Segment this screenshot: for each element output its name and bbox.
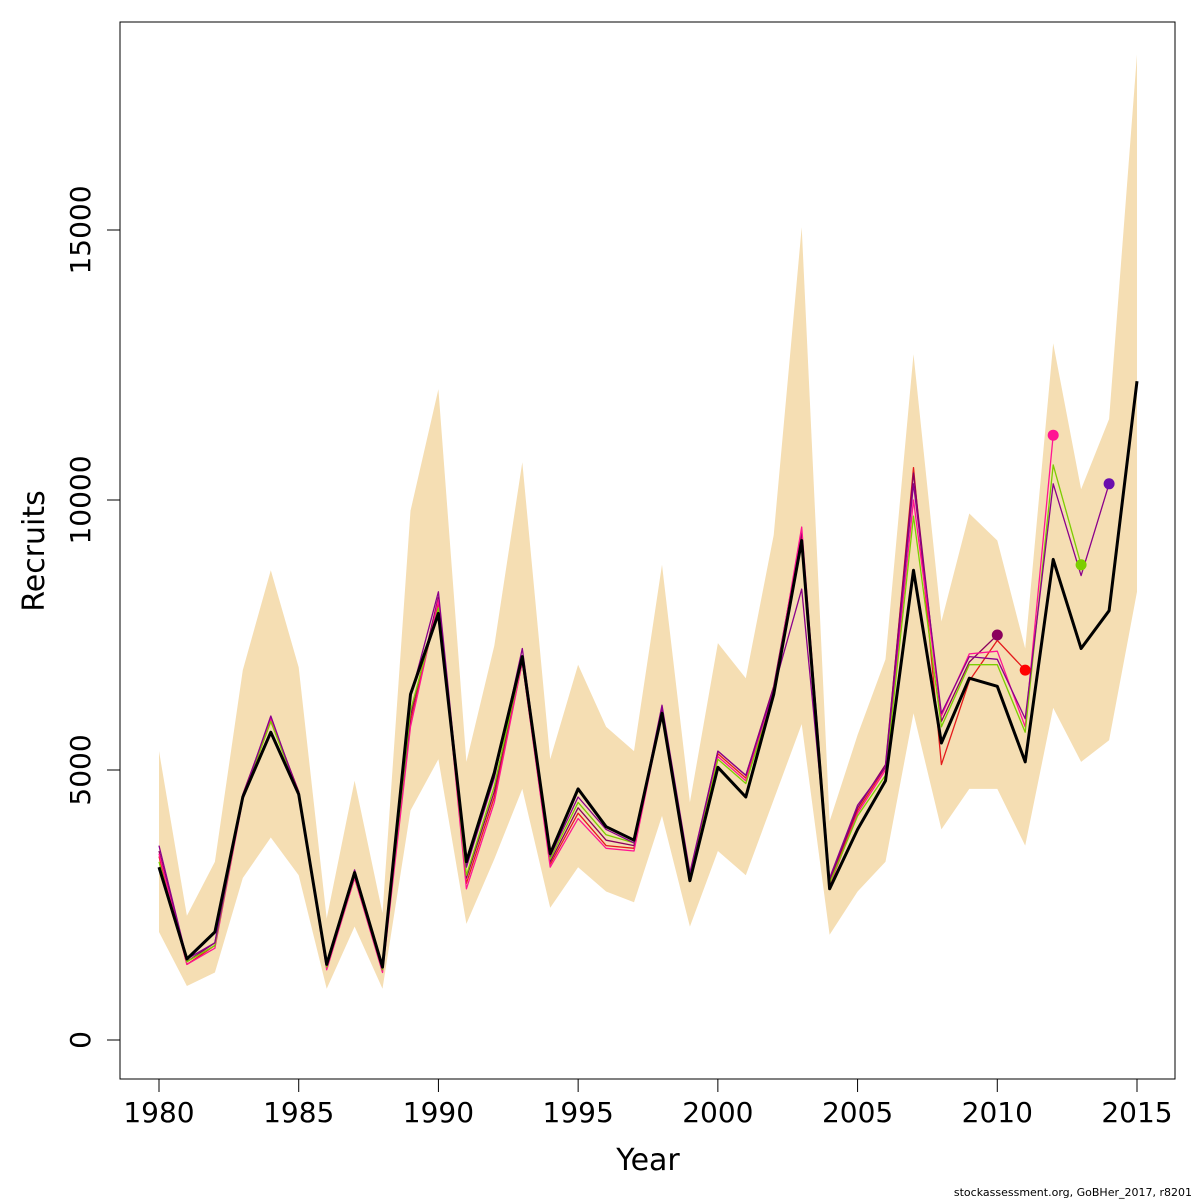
y-axis: 0 5000 10000 15000 <box>64 185 121 1049</box>
end-point-2014 <box>1103 478 1115 490</box>
main-series <box>157 381 1139 969</box>
x-tick-label-1995: 1995 <box>543 1096 614 1129</box>
y-tick-label-10000: 10000 <box>64 455 97 544</box>
y-tick-label-5000: 5000 <box>64 734 97 805</box>
x-axis: 1980 1985 1990 1995 2000 2005 2010 2015 <box>123 1078 1173 1129</box>
confidence-band <box>159 54 1137 989</box>
end-point-2010 <box>991 629 1003 641</box>
end-point-2011 <box>1019 664 1031 676</box>
end-points <box>991 429 1115 676</box>
plot-frame <box>119 21 1176 1080</box>
credit-text: stockassessment.org, GoBHer_2017, r8201 <box>954 1186 1192 1199</box>
end-point-2012 <box>1047 429 1059 441</box>
x-tick-label-2015: 2015 <box>1101 1096 1172 1129</box>
x-tick-label-2000: 2000 <box>682 1096 753 1129</box>
x-tick-label-2010: 2010 <box>962 1096 1033 1129</box>
x-tick-label-1985: 1985 <box>263 1096 334 1129</box>
y-tick-label-15000: 15000 <box>64 185 97 274</box>
x-tick-label-2005: 2005 <box>822 1096 893 1129</box>
y-axis-label: Recruits <box>17 490 52 612</box>
main-series-line <box>157 381 1139 969</box>
confidence-band-area <box>159 54 1137 989</box>
x-axis-label: Year <box>615 1143 680 1178</box>
end-point-2013 <box>1075 559 1087 571</box>
x-tick-label-1980: 1980 <box>123 1096 194 1129</box>
y-tick-label-0: 0 <box>64 1031 97 1049</box>
x-tick-label-1990: 1990 <box>403 1096 474 1129</box>
